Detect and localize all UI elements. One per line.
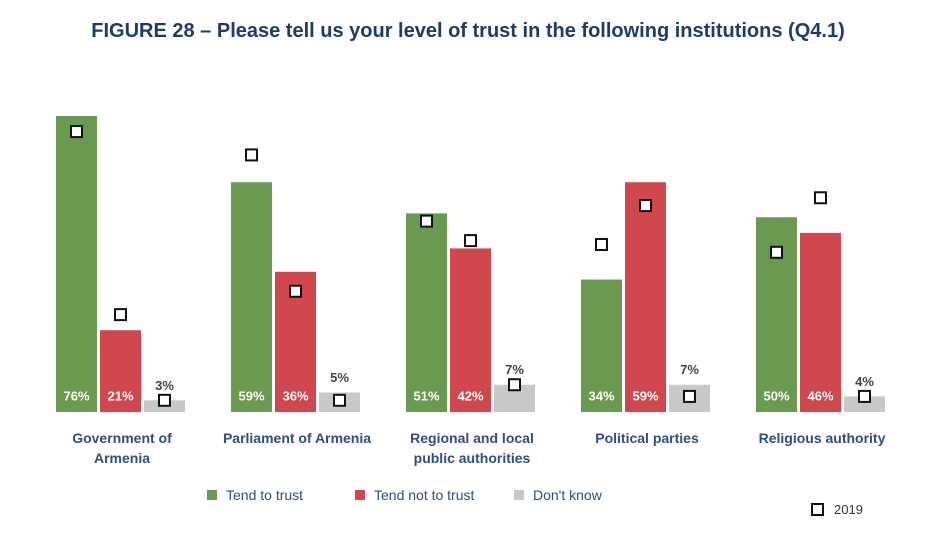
marker-2019 [114,308,127,322]
bar [800,232,841,412]
data-label: 76% [63,388,89,403]
bar [406,213,447,412]
marker-2019 [683,389,696,403]
data-label: 34% [588,388,614,403]
data-label: 7% [505,362,524,377]
legend-label: 2019 [834,502,863,517]
bar [100,330,141,412]
data-label: 51% [413,388,439,403]
legend-swatch [207,490,217,500]
bar [581,279,622,412]
legend-swatch [514,490,524,500]
marker-2019 [770,245,783,259]
data-label: 4% [855,374,874,389]
marker-2019 [420,214,433,228]
x-tick-label: Parliament of Armenia [222,430,372,446]
marker-2019 [508,378,521,392]
x-tick-label: Religious authority [758,430,886,446]
data-label: 50% [763,388,789,403]
bar [450,248,491,412]
marker-2019 [814,191,827,205]
chart-title: FIGURE 28 – Please tell us your level of… [91,20,845,42]
data-label: 46% [807,388,833,403]
bar [56,115,97,412]
x-tick-label: Political parties [595,430,699,446]
legend-marker [811,503,824,516]
marker-2019 [639,199,652,213]
data-label: 59% [238,388,264,403]
marker-2019 [158,393,171,407]
legend-label: Tend not to trust [374,487,475,503]
legend-label: Don't know [533,487,602,503]
marker-2019 [245,148,258,162]
marker-2019 [464,234,477,248]
data-label: 7% [680,362,699,377]
data-label: 36% [282,388,308,403]
data-label: 42% [457,388,483,403]
legend-label: Tend to trust [226,487,304,503]
marker-2019 [289,284,302,298]
marker-2019 [70,125,83,139]
bar [625,182,666,412]
x-tick-label: Government of Armenia [72,430,172,466]
data-label: 3% [155,378,174,393]
data-label: 59% [632,388,658,403]
marker-2019 [595,238,608,252]
bar [844,396,885,412]
bar [231,182,272,412]
x-tick-label: Regional and local public authorities [410,430,534,466]
marker-2019 [333,393,346,407]
data-label: 5% [330,370,349,385]
data-label: 21% [107,388,133,403]
marker-2019 [858,389,871,403]
legend-swatch [355,490,365,500]
